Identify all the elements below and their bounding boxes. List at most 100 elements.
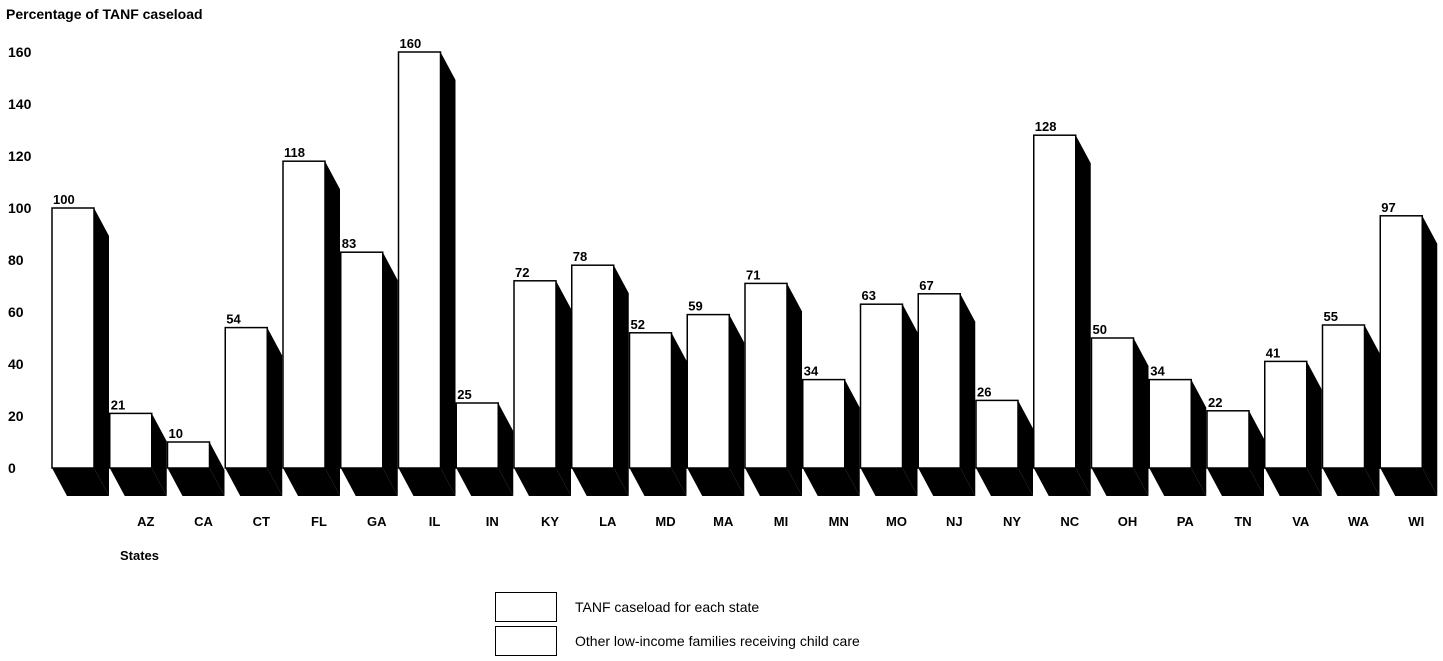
y-tick-label: 80: [8, 252, 24, 268]
data-label-ny: 26: [977, 384, 991, 399]
bar-md: [628, 332, 673, 469]
x-axis-title: States: [120, 548, 160, 563]
bar-floor-wa: [1322, 468, 1380, 496]
bar-floor-wi: [1380, 468, 1438, 496]
bar-floor-fl: [283, 468, 340, 496]
y-tick-label: 60: [8, 304, 24, 320]
bar-side-la: [613, 265, 629, 496]
bar-side-nj: [960, 293, 976, 496]
x-tick-label-ct: CT: [253, 514, 270, 529]
data-label-az: 21: [111, 397, 125, 412]
data-label-nj: 67: [919, 278, 933, 293]
bar-floor-ca: [167, 468, 225, 496]
bar-floor-md: [629, 468, 687, 496]
x-tick-label-ga: GA: [367, 514, 387, 529]
y-tick-label: 140: [8, 96, 32, 112]
data-label-wi: 97: [1381, 200, 1395, 215]
bar-side-wi: [1422, 215, 1438, 497]
bar-floor-ny: [976, 468, 1033, 496]
x-tick-label-la: LA: [599, 514, 617, 529]
x-tick-label-wi: WI: [1408, 514, 1424, 529]
bar-floor-oh: [1091, 468, 1149, 496]
data-label-ca: 10: [169, 426, 183, 441]
bar-side-az: [151, 413, 167, 496]
data-label-mn: 34: [804, 364, 819, 379]
bar-nc: [1033, 134, 1077, 469]
bar-wi: [1379, 215, 1423, 469]
x-tick-label-in: IN: [486, 514, 499, 529]
bar-floor-mo: [860, 468, 918, 496]
bar-floor-nj: [918, 468, 976, 496]
bar-side-nc: [1075, 135, 1091, 496]
bar-floor-first: [52, 468, 109, 496]
data-label-ct: 54: [226, 312, 241, 327]
bar-in: [455, 402, 499, 469]
bar-floor-nc: [1033, 468, 1091, 496]
bar-ky: [513, 280, 557, 469]
bar-side-mo: [902, 304, 918, 496]
bar-va: [1264, 360, 1308, 469]
data-label-ma: 59: [688, 299, 702, 314]
bar-floor-ct: [225, 468, 283, 496]
x-tick-label-tn: TN: [1234, 514, 1251, 529]
data-label-md: 52: [631, 317, 645, 332]
bar-il: [397, 51, 442, 469]
bar-az: [109, 412, 153, 469]
bar-floor-ma: [687, 468, 745, 496]
y-tick-label: 100: [8, 200, 32, 216]
data-label-pa: 34: [1150, 364, 1165, 379]
x-tick-label-pa: PA: [1177, 514, 1195, 529]
bar-ny: [975, 399, 1019, 469]
legend-label-tanf: TANF caseload for each state: [575, 599, 760, 615]
x-tick-label-wa: WA: [1348, 514, 1370, 529]
bar-side-ca: [209, 442, 225, 496]
y-tick-label: 160: [8, 44, 32, 60]
bar-side-in: [498, 403, 514, 496]
data-label-tn: 22: [1208, 395, 1222, 410]
bar-floor-az: [109, 468, 167, 496]
bar-wa: [1321, 324, 1366, 469]
bar-floor-pa: [1149, 468, 1207, 496]
x-tick-label-il: IL: [429, 514, 441, 529]
bar-side-oh: [1133, 338, 1149, 496]
bar-side-ma: [729, 314, 745, 496]
x-tick-label-md: MD: [655, 514, 675, 529]
y-tick-label: 120: [8, 148, 32, 164]
data-label-wa: 55: [1324, 309, 1338, 324]
bar-side-va: [1306, 361, 1322, 496]
x-tick-label-ky: KY: [541, 514, 559, 529]
x-tick-label-ca: CA: [194, 514, 213, 529]
bar-side-wa: [1364, 325, 1380, 496]
bar-side-fl: [325, 161, 340, 496]
x-tick-label-fl: FL: [311, 514, 327, 529]
y-tick-label: 20: [8, 408, 24, 424]
bar-fl: [282, 160, 326, 469]
bar-mn: [802, 378, 846, 469]
bar-side-il: [440, 52, 456, 496]
data-label-first: 100: [53, 192, 75, 207]
x-tick-label-mn: MN: [829, 514, 849, 529]
bar-side-ny: [1018, 400, 1033, 496]
bar-floor-mn: [802, 468, 860, 496]
bar-side-tn: [1249, 410, 1264, 496]
data-label-nc: 128: [1035, 119, 1057, 134]
bar-mo: [859, 303, 904, 469]
legend: TANF caseload for each state Other low-i…: [495, 592, 860, 660]
x-tick-label-oh: OH: [1118, 514, 1138, 529]
bar-ga: [340, 251, 384, 469]
bar-la: [571, 264, 615, 469]
x-tick-label-nj: NJ: [946, 514, 963, 529]
legend-item-other: Other low-income families receiving chil…: [495, 626, 860, 656]
bar-ma: [686, 313, 730, 469]
legend-item-tanf: TANF caseload for each state: [495, 592, 860, 622]
bar-floor-tn: [1207, 468, 1264, 496]
x-tick-label-mi: MI: [774, 514, 788, 529]
data-label-mo: 63: [862, 288, 876, 303]
bar-ct: [224, 326, 268, 469]
bar-nj: [917, 293, 961, 469]
bar-floor-ga: [340, 468, 398, 496]
data-label-mi: 71: [746, 267, 760, 282]
bar-floor-va: [1264, 468, 1322, 496]
data-label-ky: 72: [515, 265, 529, 280]
